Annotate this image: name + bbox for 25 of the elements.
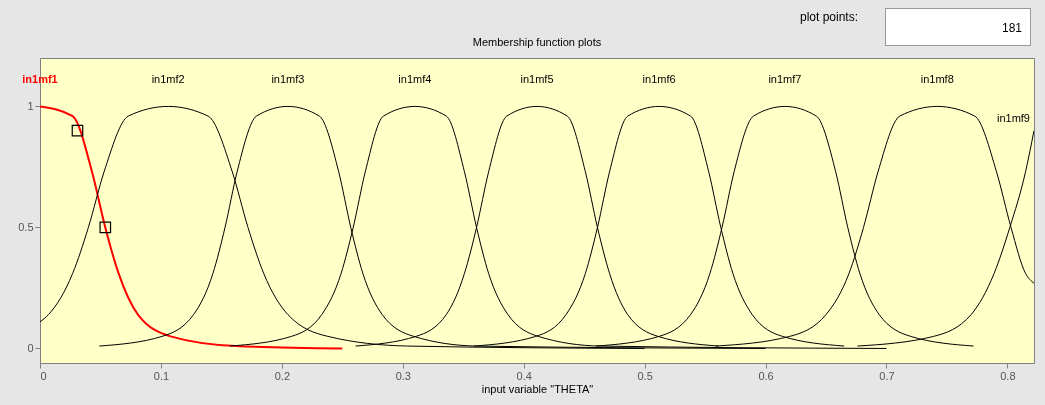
x-tick-label: 0.8 [1000, 369, 1016, 382]
x-tick-label: 0 [40, 369, 47, 382]
y-tick-label: 0.5 [18, 220, 34, 233]
text: in1mf5 [520, 73, 554, 85]
text: in1mf3 [271, 73, 305, 85]
series-label: in1mf9 [996, 111, 1030, 124]
text: plot points: [800, 10, 859, 24]
x-axis-title: input variable "THETA" [481, 382, 594, 395]
x-tick-label: 0.3 [395, 369, 411, 382]
text: in1mf2 [151, 73, 185, 85]
y-tick-label: 0 [27, 341, 34, 354]
x-tick-label: 0.1 [153, 369, 170, 382]
x-tick-label: 0.4 [516, 369, 532, 382]
text: in1mf4 [398, 73, 432, 85]
chart-title: Membership function plots [472, 36, 602, 48]
x-tick-label: 0.5 [637, 369, 653, 382]
text: in1mf6 [642, 73, 676, 85]
y-tick-label: 1 [27, 99, 34, 112]
x-tick-label: 0.7 [879, 369, 895, 382]
text: in1mf7 [768, 73, 802, 85]
text-field: 181 [885, 8, 1031, 46]
x-tick-label: 0.2 [274, 369, 290, 382]
text: in1mf8 [920, 73, 954, 85]
text: in1mf1 [22, 73, 58, 85]
x-tick-label: 0.6 [758, 369, 774, 382]
